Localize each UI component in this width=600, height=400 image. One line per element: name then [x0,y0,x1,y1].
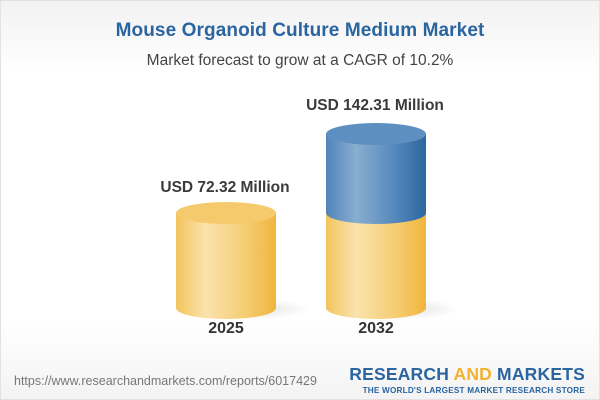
brand-name: RESEARCH AND MARKETS [349,364,585,384]
brand-logo: RESEARCH AND MARKETS THE WORLD'S LARGEST… [349,364,585,395]
bar-value-label-2032: USD 142.31 Million [306,97,444,114]
bar-value-label-2025: USD 72.32 Million [160,179,290,196]
chart-subtitle: Market forecast to grow at a CAGR of 10.… [146,52,454,69]
cylinder-bar-2032 [326,123,426,319]
source-url[interactable]: https://www.researchandmarkets.com/repor… [14,374,317,388]
chart-title: Mouse Organoid Culture Medium Market [115,20,485,41]
cylinder-bar-2025 [176,202,276,319]
x-axis-label-2025: 2025 [208,320,244,337]
brand-tagline: THE WORLD'S LARGEST MARKET RESEARCH STOR… [362,386,585,395]
x-axis-label-2032: 2032 [358,320,394,337]
